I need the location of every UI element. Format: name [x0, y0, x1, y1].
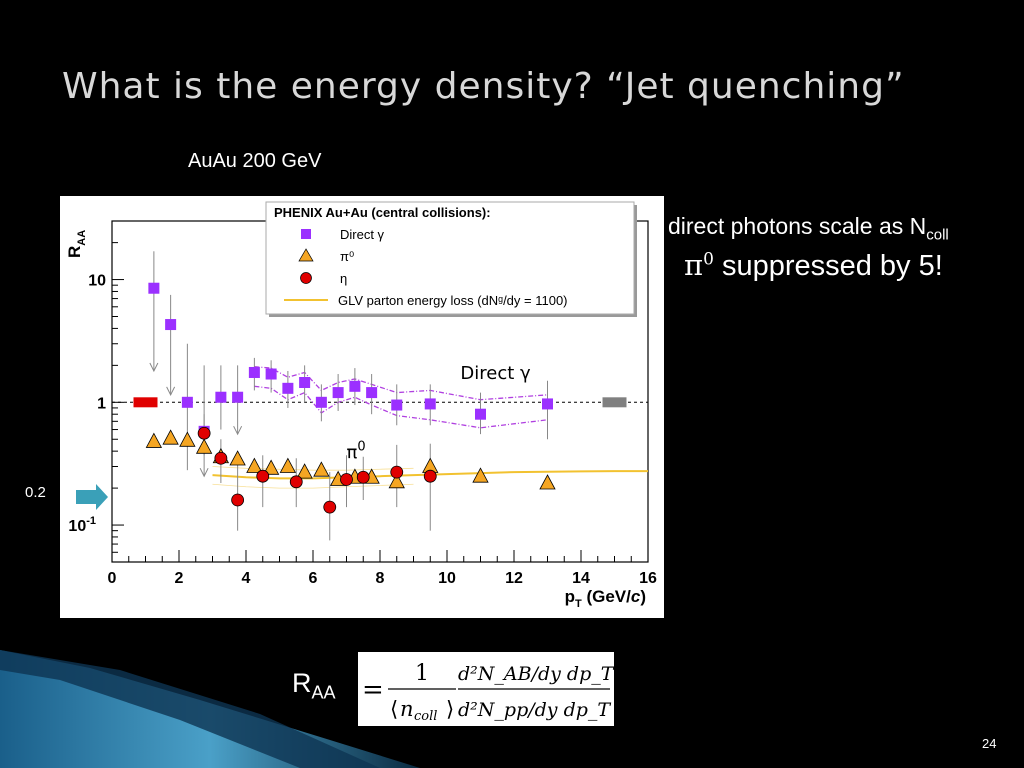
eta-point: [214, 451, 228, 465]
x-tick-label: 6: [309, 570, 318, 587]
pi0-point: [246, 457, 263, 473]
pi0-point: [162, 429, 179, 445]
systematic-box: [602, 397, 627, 408]
pi0-point: [388, 472, 405, 489]
eta-point: [340, 473, 353, 486]
y-axis-label: RAA: [65, 230, 88, 258]
x-tick-label: 4: [242, 570, 251, 587]
glv-band-band_hi: [212, 466, 414, 471]
direct-gamma-point: [248, 366, 260, 378]
formula-denominator: d²N_pp/dy dp_T: [458, 699, 611, 721]
eta-point: [323, 500, 337, 514]
upper-limit-arrow: [233, 425, 243, 436]
x-tick-label: 14: [572, 570, 590, 587]
pi0-point: [229, 450, 246, 466]
pi0-point: [472, 467, 489, 483]
formula-equals: =: [362, 675, 384, 705]
pi0-point: [145, 432, 163, 448]
eta-point: [356, 470, 370, 484]
direct-gamma-point: [165, 319, 177, 331]
pi0-point: [539, 474, 556, 490]
direct-gamma-point: [282, 382, 294, 394]
direct-gamma-point: [332, 387, 344, 399]
eta-point: [289, 475, 303, 489]
x-tick-label: 0: [108, 570, 117, 587]
formula-ncoll-n: n: [400, 697, 414, 721]
x-axis-label: pT (GeV/c): [565, 587, 646, 610]
direct-gamma-point: [148, 282, 160, 294]
upper-limit-arrow: [199, 467, 209, 478]
eta-point: [197, 426, 211, 440]
y-tick-label: 10-1: [68, 515, 96, 535]
systematic-box: [133, 397, 158, 408]
direct-gamma-point: [215, 391, 227, 403]
reference-value-label: 0.2: [25, 484, 46, 501]
raa-chart-svg: 0 2 4 6 8 10 12 14 16 10-1 1 10 pT (GeV/c) RAA PHENIX …: [65, 201, 657, 610]
direct-gamma-point: [232, 391, 244, 403]
decorative-swoosh: [0, 650, 420, 768]
pi0-point: [262, 459, 280, 475]
direct-gamma-point: [391, 399, 403, 411]
direct-gamma-point: [366, 387, 378, 399]
legend-marker-circle: [300, 272, 312, 284]
direct-gamma-point: [349, 380, 361, 392]
direct-gamma-point: [265, 368, 277, 380]
pi0-point: [296, 463, 313, 479]
direct-gamma-band-lo: [254, 385, 548, 429]
y-tick-label: 10: [88, 273, 106, 290]
chart-annotation: Direct γ: [460, 363, 531, 384]
x-tick-label: 2: [175, 570, 184, 587]
raa-label: RAA: [292, 668, 336, 703]
direct-gamma-point: [542, 398, 553, 410]
legend-entry-label: Direct γ: [340, 227, 385, 242]
legend-entry-label: GLV parton energy loss (dNᵍ/dy = 1100): [338, 293, 568, 308]
formula-angle-left: ⟨: [390, 697, 398, 721]
eta-point: [256, 469, 270, 483]
upper-limit-arrow: [166, 386, 176, 396]
slide-subtitle: AuAu 200 GeV: [188, 150, 322, 172]
formula-angle-right: ⟩: [446, 697, 454, 721]
direct-gamma-point: [299, 377, 311, 389]
legend-title: PHENIX Au+Au (central collisions):: [274, 205, 491, 220]
slide-title: What is the energy density? “Jet quenchi…: [62, 66, 905, 107]
page-number: 24: [982, 736, 997, 751]
eta-point: [423, 469, 437, 483]
x-tick-label: 10: [438, 570, 456, 587]
note-direct-photons: direct photons scale as Ncoll: [668, 213, 949, 244]
right-arrow-icon: [76, 484, 108, 510]
upper-limit-arrow: [149, 362, 159, 373]
formula-numerator-one: 1: [415, 661, 429, 686]
direct-gamma-point: [315, 396, 327, 408]
glv-band-band_lo: [212, 483, 414, 489]
direct-gamma-point: [475, 408, 486, 420]
x-tick-label: 8: [376, 570, 385, 587]
direct-gamma-point: [424, 398, 436, 410]
note-pi0-suppressed: π0 suppressed by 5!: [684, 248, 943, 282]
pi0-point: [195, 438, 213, 454]
legend-marker-square: [301, 229, 311, 239]
pi0-point: [313, 461, 330, 477]
eta-point: [390, 465, 404, 479]
pi0-point: [179, 431, 196, 447]
raa-formula: = 1 ⟨ n coll ⟩ d²N_AB/dy dp_T d²N_pp/dy …: [358, 652, 615, 726]
legend-box: [265, 201, 635, 315]
x-tick-label: 12: [505, 570, 523, 587]
direct-gamma-point: [181, 396, 193, 408]
legend-entry-label: η: [340, 271, 347, 286]
formula-numerator: d²N_AB/dy dp_T: [458, 663, 614, 685]
legend-marker-triangle: [298, 248, 314, 262]
y-tick-label: 1: [97, 395, 106, 412]
x-tick-label: 16: [639, 570, 657, 587]
pi0-point: [279, 457, 297, 473]
direct-gamma-band-hi: [254, 366, 548, 401]
eta-point: [231, 493, 245, 507]
legend-entry-label: π⁰: [340, 249, 354, 264]
formula-ncoll-sub: coll: [414, 709, 437, 724]
raa-plot: 0 2 4 6 8 10 12 14 16 10-1 1 10 pT (GeV/c) RAA PHENIX …: [60, 196, 664, 618]
